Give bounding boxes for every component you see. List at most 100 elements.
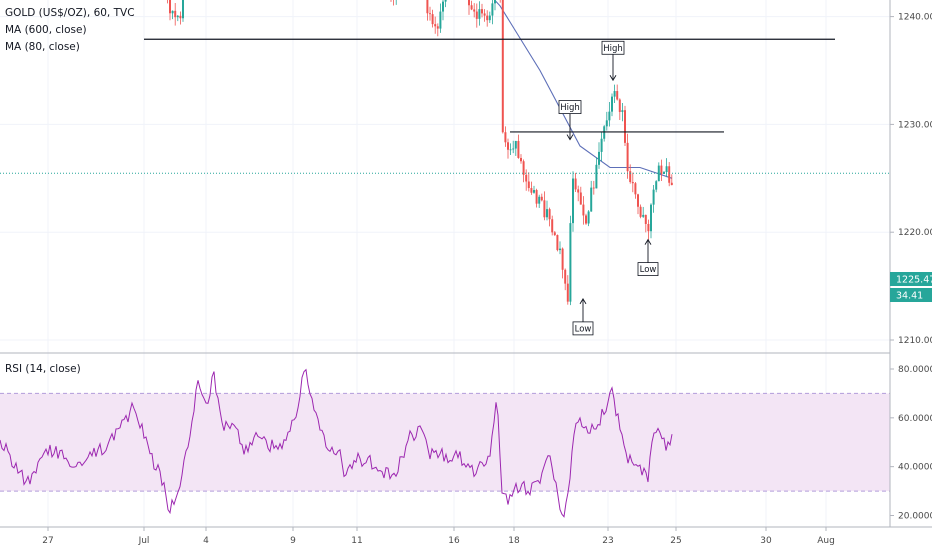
annotation-arrow-head: [644, 238, 652, 245]
candle-down: [574, 178, 577, 190]
candle-down: [431, 14, 434, 25]
time-tick-label: 16: [448, 536, 460, 546]
candle-up: [509, 149, 512, 151]
rsi-tick-label: 40.0000: [898, 463, 932, 473]
candle-down: [535, 190, 538, 204]
legend-ma600[interactable]: MA (600, close): [5, 24, 87, 36]
candles-layer: [166, 0, 673, 306]
candle-up: [572, 178, 574, 224]
candle-up: [650, 204, 652, 232]
price-axis: 1210.001220.001230.001240.001250.001260.…: [890, 13, 932, 346]
candle-down: [517, 140, 520, 158]
last-price-tag: 1225.47: [890, 272, 932, 286]
candle-down: [556, 235, 559, 251]
candle-down: [670, 182, 673, 186]
annotation-label: High: [560, 103, 580, 113]
candle-down: [473, 9, 476, 12]
candle-down: [483, 13, 486, 16]
rsi-path: [0, 368, 673, 518]
candle-down: [634, 183, 637, 195]
price-tick-label: 1220.00: [898, 228, 932, 238]
candle-down: [553, 232, 556, 236]
candle-up: [590, 187, 593, 212]
candle-down: [644, 214, 647, 224]
support-resistance-lines: [144, 38, 835, 133]
legend-ma80[interactable]: MA (80, close): [5, 41, 80, 53]
candle-up: [538, 196, 541, 204]
candle-up: [595, 164, 598, 189]
rsi-legend[interactable]: RSI (14, close): [5, 363, 81, 375]
last-price-tag-text: 1225.47: [896, 275, 932, 286]
rsi-axis: 20.0000 40.0000 60.0000 80.0000: [890, 365, 932, 522]
candle-down: [629, 171, 632, 182]
candle-up: [598, 151, 600, 165]
candle-up: [657, 165, 660, 182]
candle-down: [618, 99, 621, 112]
rsi-tick-label: 20.0000: [898, 512, 932, 522]
candle-up: [442, 1, 444, 12]
candle-down: [548, 209, 551, 220]
candle-up: [608, 111, 611, 121]
candle-down: [624, 110, 626, 143]
candle-down: [475, 11, 478, 19]
annotation-high: High: [601, 40, 625, 82]
annotation-arrow-head: [566, 134, 574, 141]
candle-up: [642, 214, 645, 217]
candle-down: [468, 0, 470, 6]
candle-down: [551, 219, 554, 233]
price-tick-label: 1210.00: [898, 336, 932, 346]
candle-down: [507, 142, 509, 150]
price-tick-label: 1230.00: [898, 120, 932, 130]
time-tick-label: Aug: [817, 536, 835, 546]
annotation-label: High: [603, 44, 623, 54]
candle-down: [577, 189, 580, 193]
annotations-layer: High High Low Low: [558, 40, 659, 336]
candle-down: [501, 0, 504, 133]
candle-down: [582, 204, 585, 216]
candle-down: [179, 15, 182, 19]
candle-up: [569, 223, 572, 302]
rsi-band-fill: [0, 393, 890, 492]
candle-up: [478, 9, 481, 19]
annotation-low: Low: [572, 298, 594, 336]
ma80-path: [493, 0, 673, 179]
time-tick-label: 27: [42, 536, 53, 546]
candle-down: [169, 0, 171, 14]
candle-up: [665, 166, 668, 173]
candle-down: [486, 15, 489, 21]
candle-down: [543, 200, 546, 218]
rsi-tick-label: 80.0000: [898, 365, 932, 375]
time-tick-label: Jul: [138, 536, 150, 546]
candle-up: [488, 15, 491, 21]
annotation-arrow-head: [579, 298, 587, 305]
candle-up: [546, 209, 548, 218]
candle-up: [652, 189, 655, 205]
candle-up: [613, 91, 616, 97]
candle-down: [540, 196, 543, 201]
candle-up: [655, 181, 658, 190]
chart-legend: GOLD (US$/OZ), 60, TVC MA (600, close) M…: [5, 5, 135, 56]
candle-down: [436, 26, 439, 29]
candle-down: [174, 10, 177, 18]
candle-up: [605, 120, 608, 127]
candle-up: [533, 190, 535, 193]
annotation-arrow-head: [609, 75, 617, 82]
candle-down: [668, 166, 671, 183]
candle-down: [585, 215, 587, 224]
time-tick-label: 25: [670, 536, 681, 546]
candle-up: [182, 0, 184, 19]
candle-down: [631, 181, 634, 184]
candle-down: [525, 174, 528, 182]
annotation-label: Low: [640, 265, 657, 275]
time-axis: 27 Jul 4 9 11 16 18 23 25 30 Aug: [42, 527, 835, 546]
time-tick-label: 23: [602, 536, 613, 546]
candle-up: [611, 96, 613, 112]
candle-down: [579, 192, 582, 205]
time-tick-label: 4: [203, 536, 209, 546]
candle-up: [621, 110, 624, 112]
second-price-tag-text: 34.41: [896, 291, 923, 302]
legend-symbol[interactable]: GOLD (US$/OZ), 60, TVC: [5, 7, 135, 19]
candle-down: [504, 132, 507, 143]
candle-down: [470, 5, 473, 10]
